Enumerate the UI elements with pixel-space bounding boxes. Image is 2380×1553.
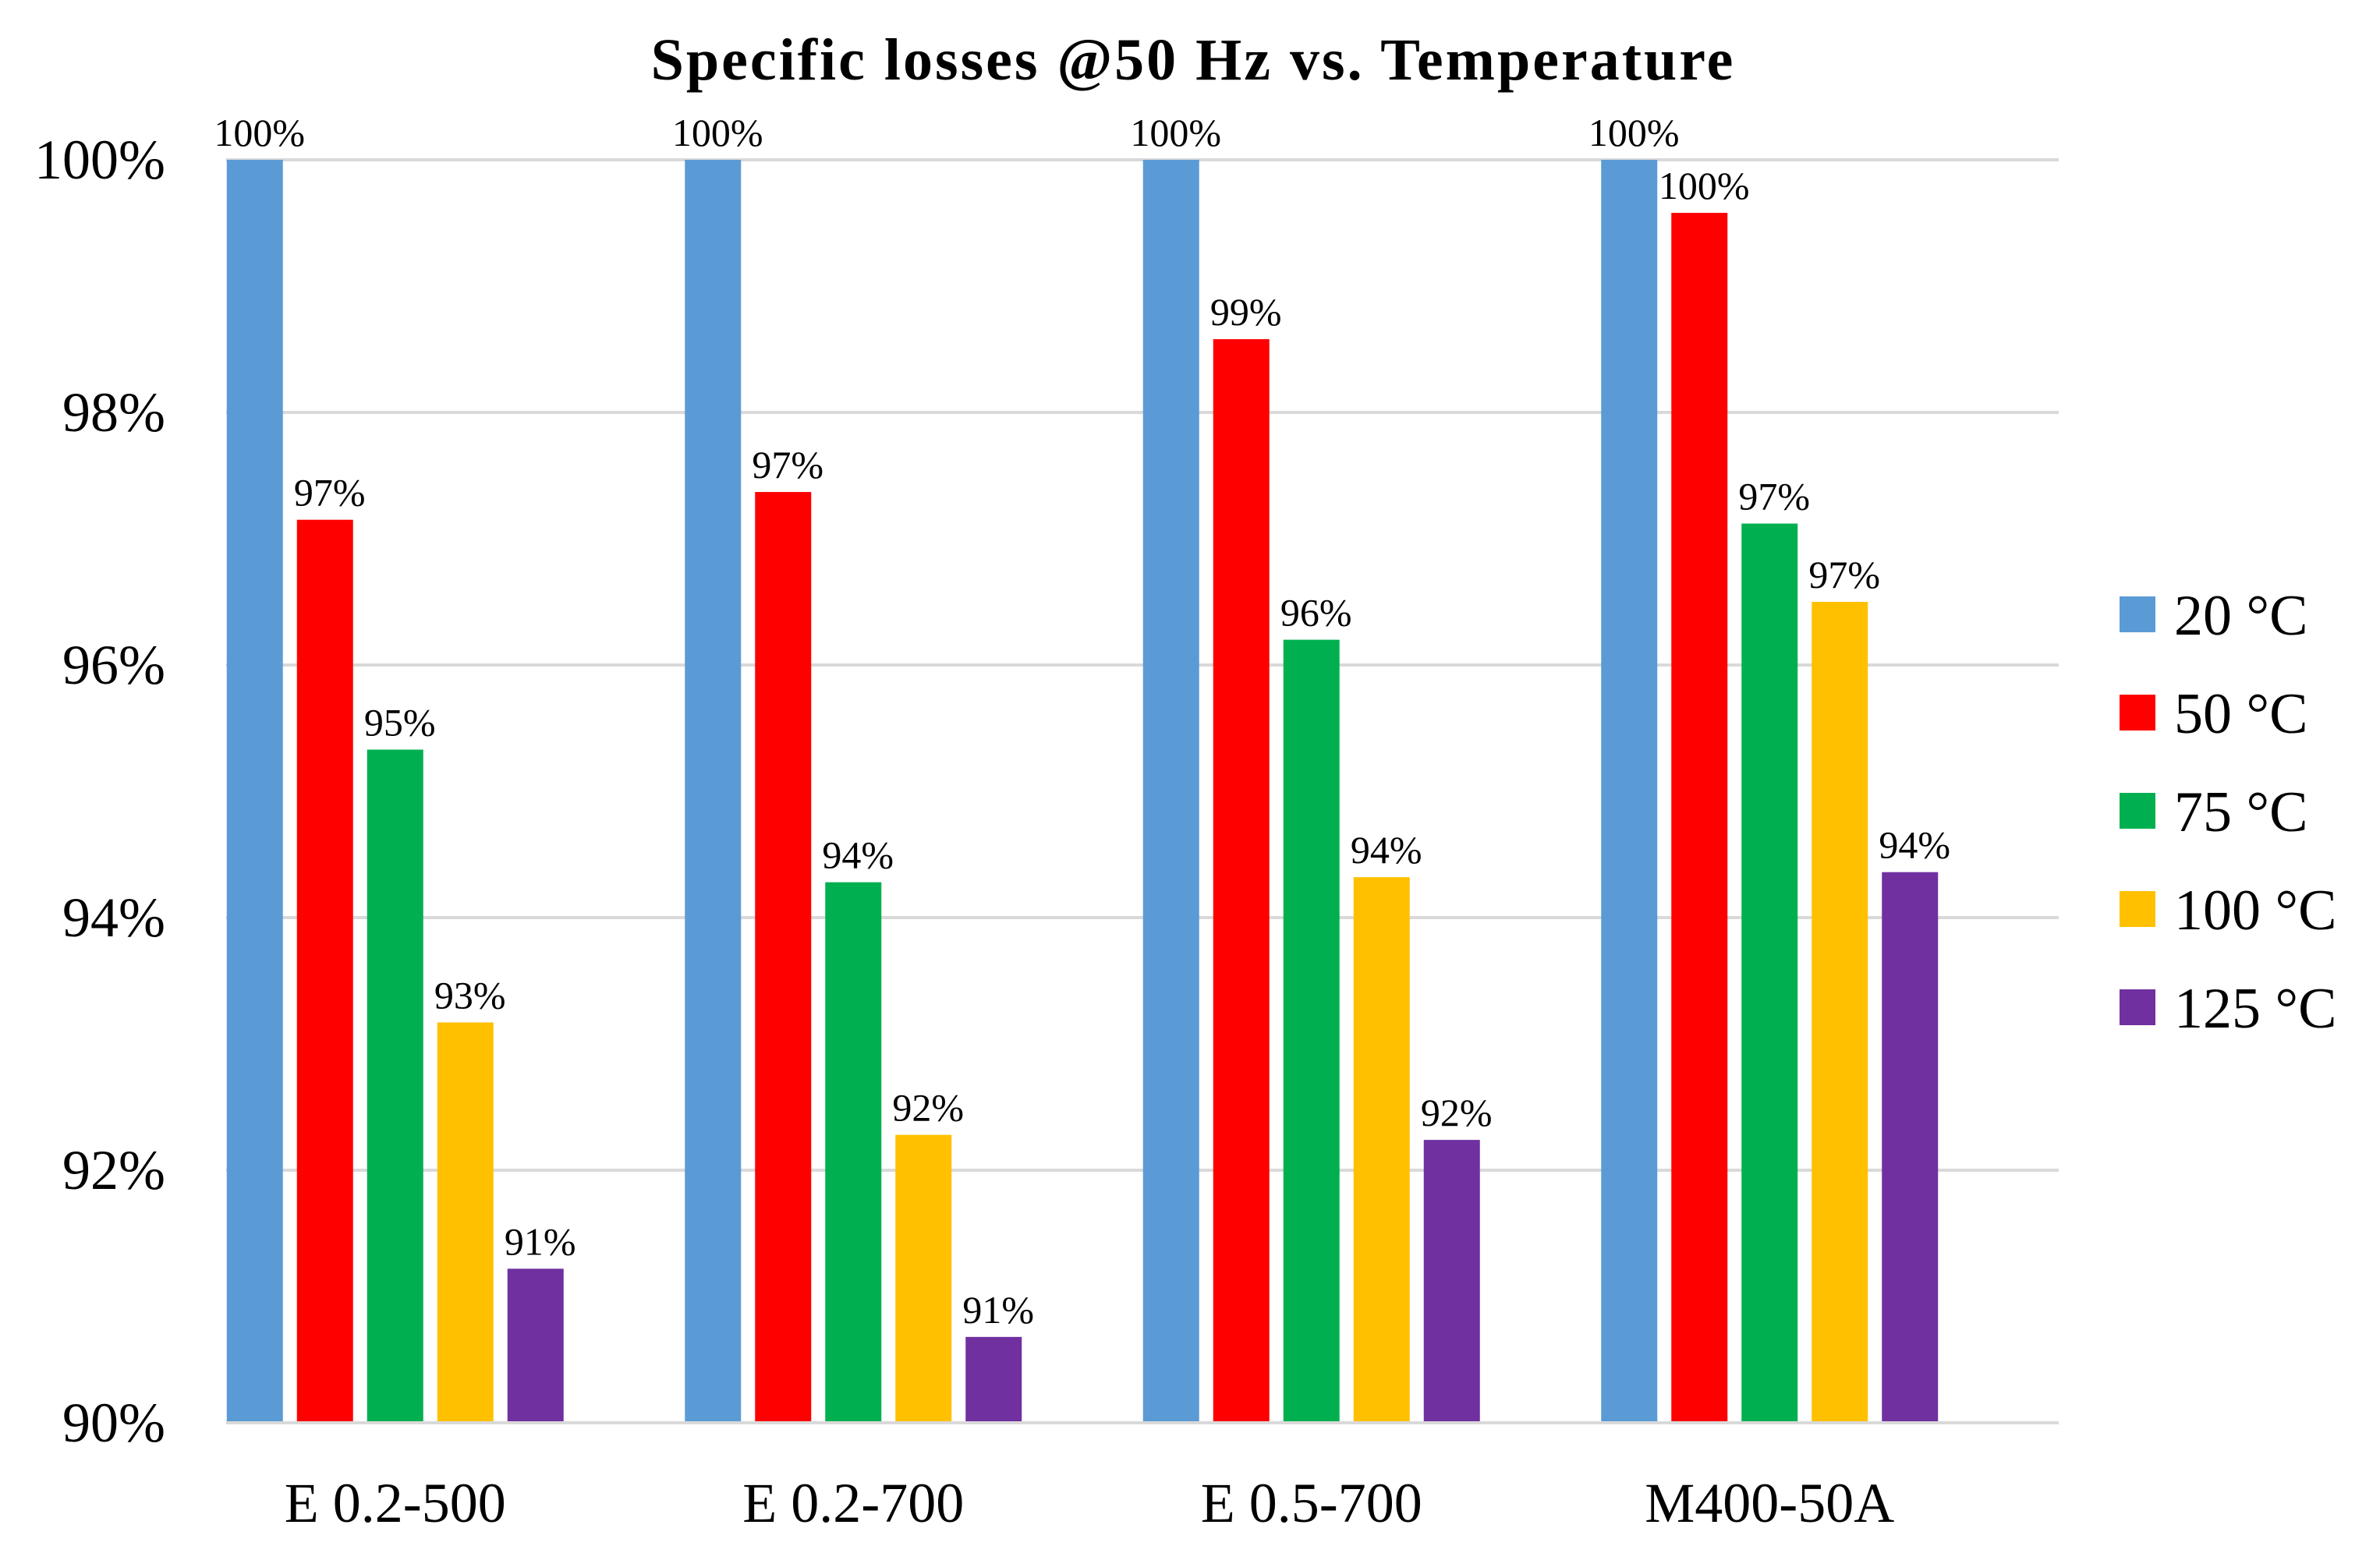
x-axis-ticks: E 0.2-500 E 0.2-700 E 0.5-700 M400-50A bbox=[285, 1472, 1894, 1534]
legend-label: 20 °C bbox=[2174, 584, 2307, 648]
data-label: 94% bbox=[1351, 828, 1422, 872]
data-label: 92% bbox=[1421, 1091, 1493, 1134]
bar bbox=[1283, 639, 1340, 1423]
data-label: 99% bbox=[1210, 290, 1282, 334]
bar bbox=[825, 882, 882, 1423]
bar bbox=[1213, 339, 1270, 1423]
bar bbox=[685, 160, 742, 1423]
data-label: 95% bbox=[364, 701, 436, 745]
data-label: 100% bbox=[1659, 164, 1750, 207]
y-tick-label: 100% bbox=[34, 129, 165, 191]
bar bbox=[1142, 160, 1199, 1423]
bar bbox=[1812, 602, 1868, 1423]
data-label: 92% bbox=[892, 1086, 964, 1130]
data-label: 97% bbox=[1808, 553, 1880, 596]
data-label: 100% bbox=[1588, 111, 1680, 154]
legend-swatch bbox=[2120, 793, 2155, 829]
bar bbox=[296, 519, 353, 1424]
data-label: 93% bbox=[434, 973, 506, 1017]
x-tick-label: M400-50A bbox=[1645, 1472, 1894, 1534]
bar bbox=[367, 749, 423, 1423]
data-label: 94% bbox=[822, 833, 894, 877]
legend-label: 50 °C bbox=[2174, 682, 2307, 746]
bar bbox=[1882, 872, 1939, 1423]
data-labels: 100% 97% 95% 93% 91% 100% 97% 94% 92% 91% 100% 99% 9… bbox=[214, 111, 1950, 1332]
legend-swatch bbox=[2120, 989, 2155, 1025]
y-tick-label: 98% bbox=[62, 381, 165, 444]
legend-swatch bbox=[2120, 891, 2155, 927]
bar bbox=[1601, 160, 1658, 1423]
legend-swatch bbox=[2120, 596, 2155, 632]
data-label: 100% bbox=[214, 111, 305, 154]
data-label: 100% bbox=[672, 111, 763, 154]
data-label: 97% bbox=[752, 443, 823, 486]
bar bbox=[226, 160, 283, 1423]
legend-swatch bbox=[2120, 695, 2155, 731]
data-label: 97% bbox=[1738, 475, 1810, 518]
legend-label: 100 °C bbox=[2174, 879, 2336, 943]
bar bbox=[1741, 523, 1798, 1423]
data-label: 100% bbox=[1130, 111, 1221, 154]
legend-label: 125 °C bbox=[2174, 977, 2336, 1041]
legend-label: 75 °C bbox=[2174, 780, 2307, 844]
data-label: 91% bbox=[505, 1219, 576, 1263]
y-tick-label: 92% bbox=[62, 1139, 165, 1201]
y-axis-ticks: 90% 92% 94% 96% 98% 100% bbox=[34, 129, 165, 1454]
y-tick-label: 94% bbox=[62, 886, 165, 949]
bar bbox=[507, 1268, 564, 1423]
data-label: 96% bbox=[1280, 591, 1352, 635]
bar bbox=[1423, 1140, 1480, 1423]
bar bbox=[1671, 213, 1728, 1423]
bar bbox=[895, 1134, 952, 1423]
x-tick-label: E 0.2-500 bbox=[285, 1472, 506, 1534]
chart-title: Specific losses @50 Hz vs. Temperature bbox=[651, 27, 1736, 93]
data-label: 91% bbox=[962, 1288, 1034, 1332]
bar bbox=[437, 1022, 494, 1423]
bar bbox=[965, 1336, 1022, 1423]
data-label: 97% bbox=[294, 471, 366, 515]
bar bbox=[1353, 877, 1410, 1423]
bars bbox=[226, 160, 1939, 1424]
data-label: 94% bbox=[1879, 823, 1950, 867]
x-tick-label: E 0.5-700 bbox=[1201, 1472, 1422, 1534]
y-tick-label: 96% bbox=[62, 634, 165, 696]
bar bbox=[755, 492, 812, 1423]
y-tick-label: 90% bbox=[62, 1392, 165, 1454]
x-tick-label: E 0.2-700 bbox=[742, 1472, 964, 1534]
legend: 20 °C 50 °C 75 °C 100 °C 125 °C bbox=[2120, 584, 2336, 1041]
